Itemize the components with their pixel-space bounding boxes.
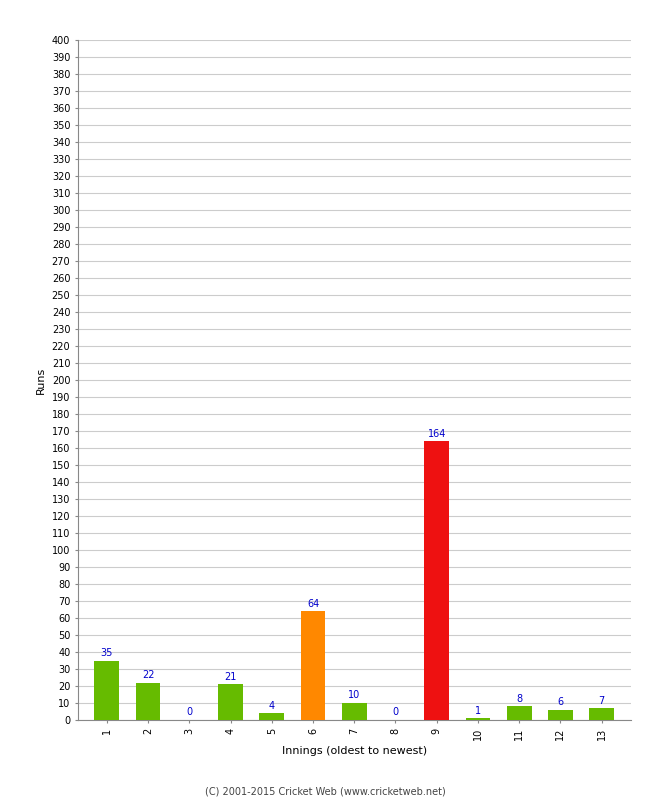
Text: 4: 4 [268, 701, 275, 710]
Bar [301, 611, 326, 720]
Bar [424, 442, 449, 720]
X-axis label: Innings (oldest to newest): Innings (oldest to newest) [281, 746, 427, 755]
Text: 6: 6 [557, 698, 564, 707]
Bar [136, 682, 161, 720]
Text: 10: 10 [348, 690, 360, 701]
Text: 0: 0 [393, 707, 398, 718]
Bar [507, 706, 532, 720]
Text: (C) 2001-2015 Cricket Web (www.cricketweb.net): (C) 2001-2015 Cricket Web (www.cricketwe… [205, 786, 445, 796]
Bar [218, 684, 243, 720]
Bar [465, 718, 490, 720]
Text: 0: 0 [187, 707, 192, 718]
Text: 22: 22 [142, 670, 154, 680]
Bar [590, 708, 614, 720]
Bar [94, 661, 119, 720]
Bar [548, 710, 573, 720]
Y-axis label: Runs: Runs [36, 366, 46, 394]
Text: 164: 164 [428, 429, 446, 438]
Text: 7: 7 [599, 695, 604, 706]
Text: 21: 21 [224, 672, 237, 682]
Bar [259, 714, 284, 720]
Text: 8: 8 [516, 694, 522, 704]
Text: 64: 64 [307, 598, 319, 609]
Bar [342, 703, 367, 720]
Text: 1: 1 [475, 706, 481, 716]
Text: 35: 35 [101, 648, 113, 658]
